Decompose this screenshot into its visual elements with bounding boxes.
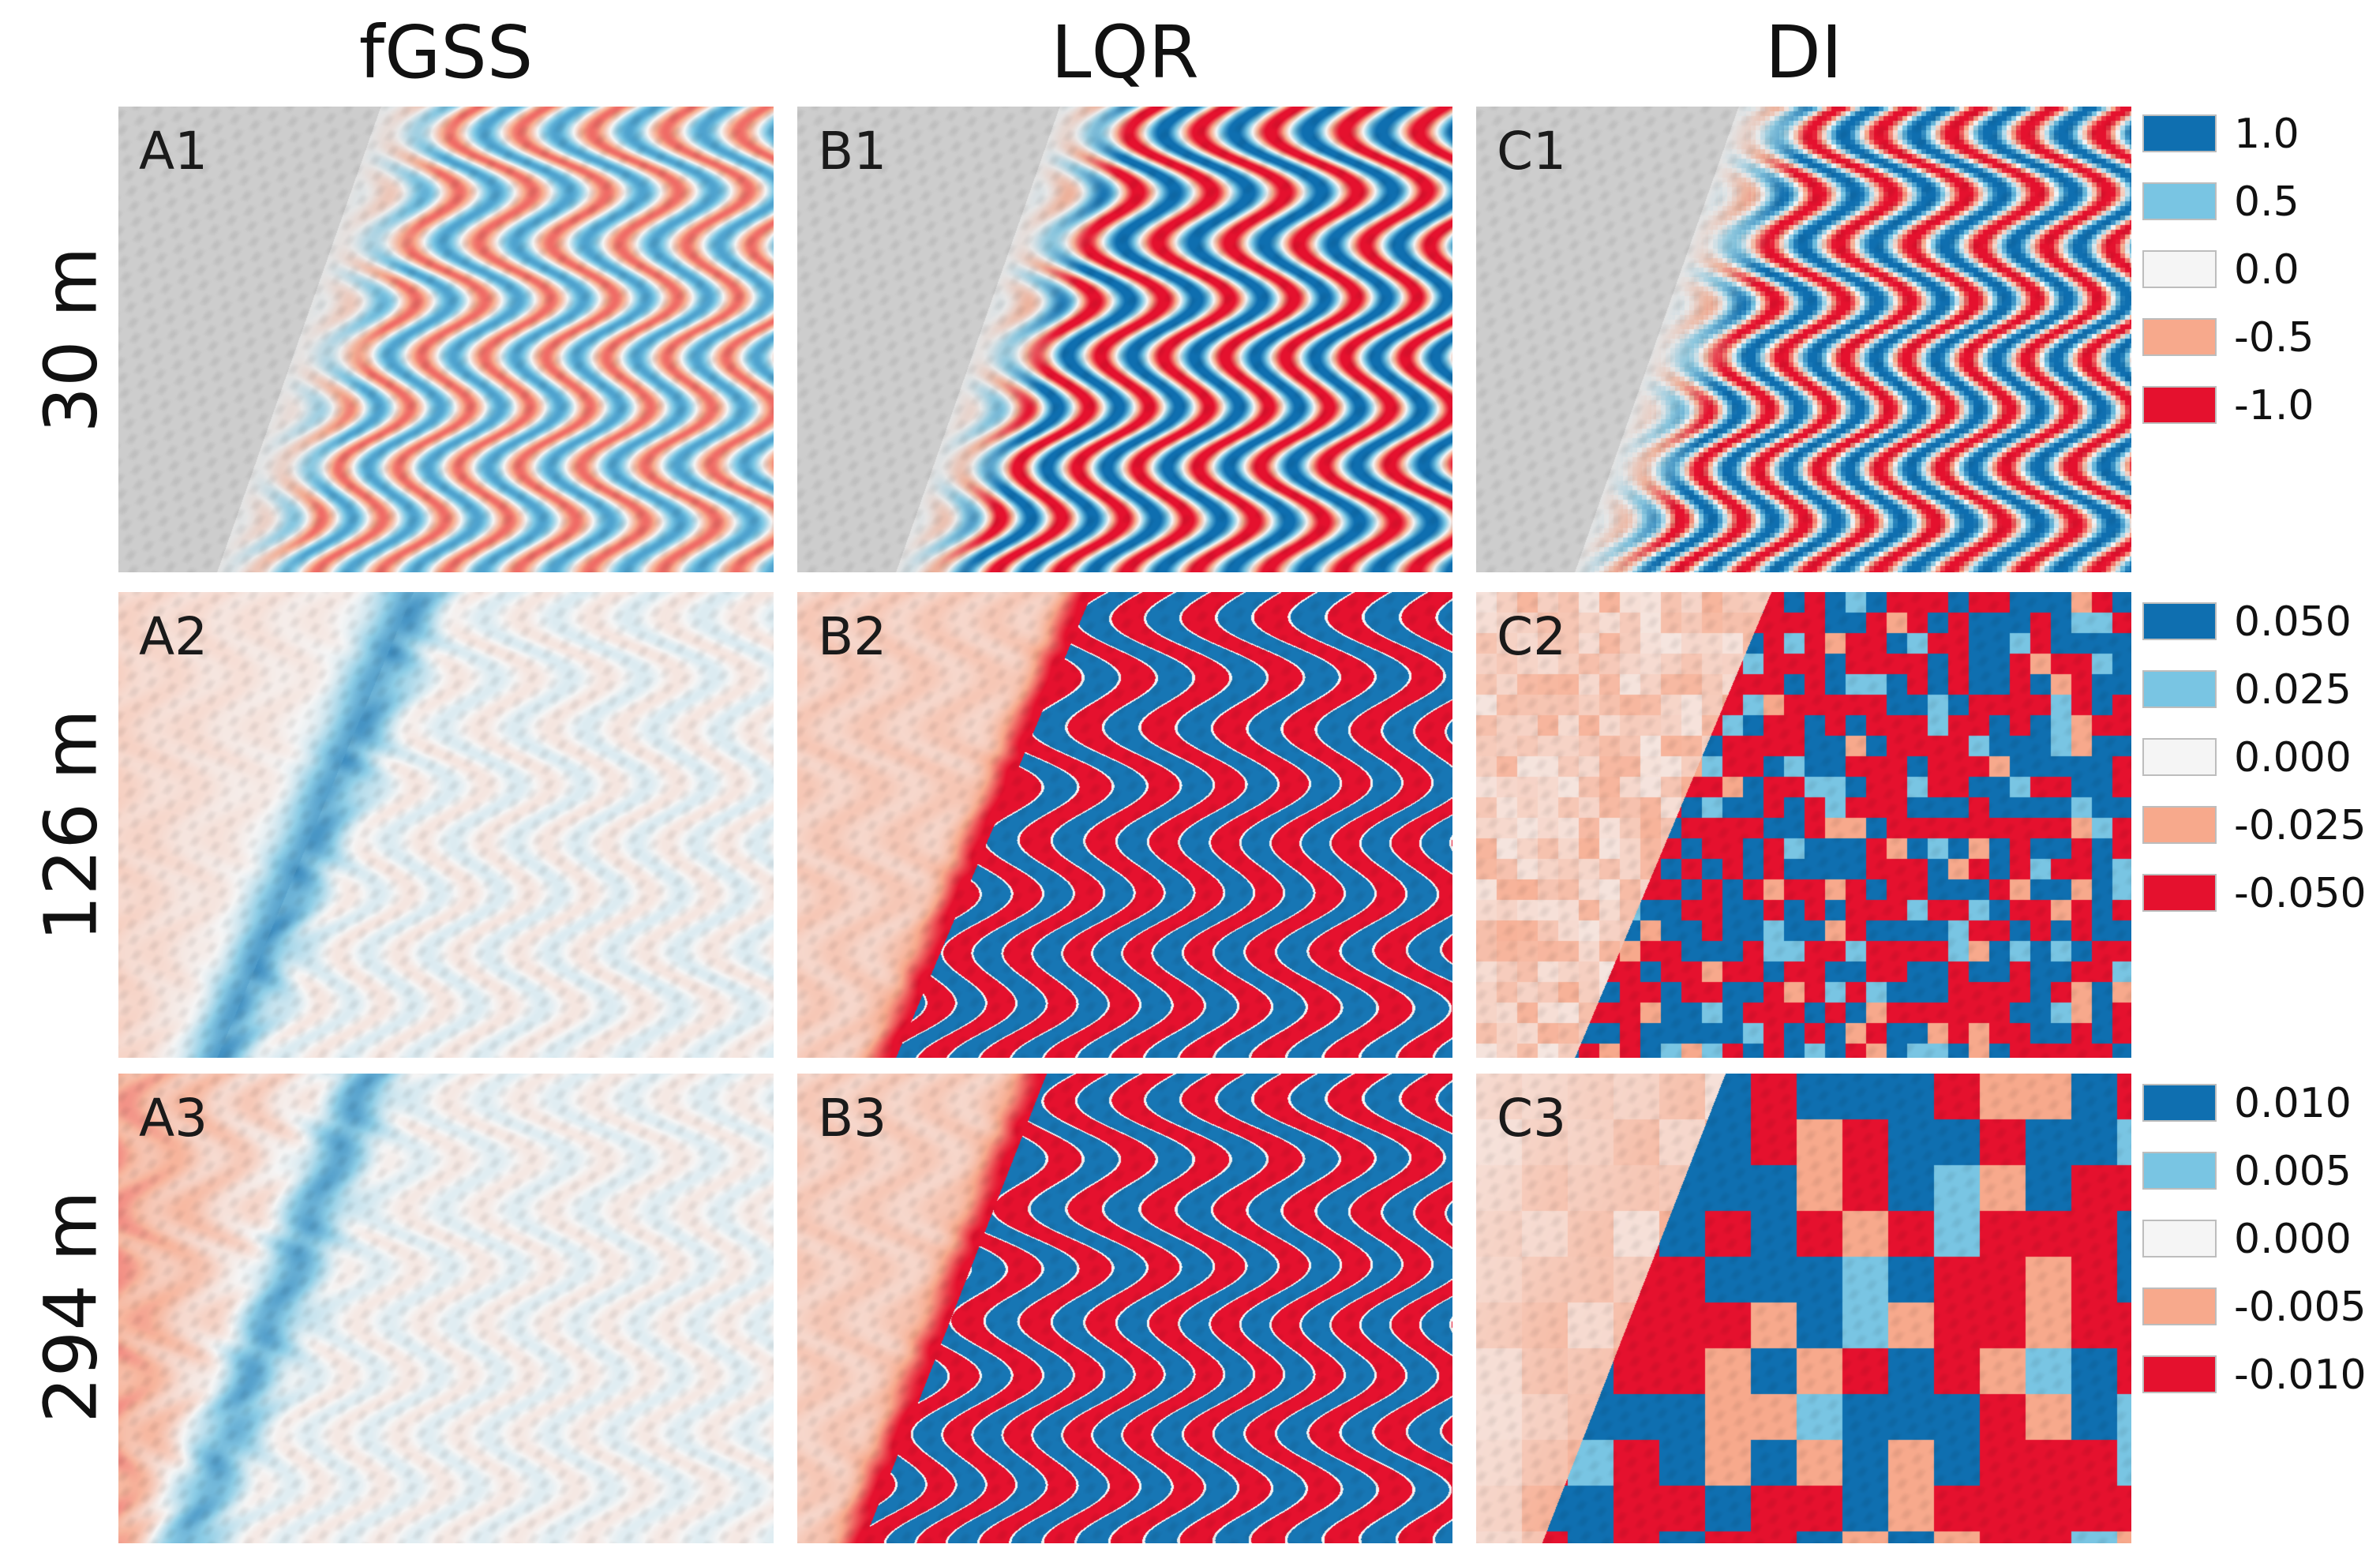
map-panel-c3: C3 xyxy=(1476,1074,2131,1543)
row-title-30m: 30 m xyxy=(24,107,118,572)
map-canvas xyxy=(797,1074,1452,1543)
legend-swatch xyxy=(2142,738,2217,776)
legend-label: -0.025 xyxy=(2234,802,2367,849)
legend-294m: 0.010 0.005 0.000 -0.005 -0.010 xyxy=(2142,1080,2379,1399)
map-panel-b3: B3 xyxy=(797,1074,1452,1543)
legend-swatch xyxy=(2142,1355,2217,1393)
panel-label: A1 xyxy=(139,121,208,182)
legend-item: -0.025 xyxy=(2142,802,2379,849)
row-title-text: 30 m xyxy=(28,246,114,433)
panel-label: C2 xyxy=(1497,606,1567,667)
legend-label: -0.005 xyxy=(2234,1284,2367,1331)
legend-swatch xyxy=(2142,182,2217,220)
legend-swatch xyxy=(2142,250,2217,288)
panel-label: C1 xyxy=(1497,121,1567,182)
map-panel-b1: B1 xyxy=(797,107,1452,572)
map-panel-a2: A2 xyxy=(118,592,774,1058)
panel-label: A3 xyxy=(139,1088,208,1149)
legend-30m: 1.0 0.5 0.0 -0.5 -1.0 xyxy=(2142,111,2379,429)
legend-item: 0.000 xyxy=(2142,1216,2379,1263)
legend-item: 0.005 xyxy=(2142,1148,2379,1195)
legend-126m: 0.050 0.025 0.000 -0.025 -0.050 xyxy=(2142,598,2379,917)
legend-label: -1.0 xyxy=(2234,382,2314,429)
legend-label: 0.000 xyxy=(2234,1216,2352,1263)
legend-item: -0.050 xyxy=(2142,870,2379,917)
legend-label: 0.050 xyxy=(2234,598,2352,646)
legend-swatch xyxy=(2142,1220,2217,1258)
row-title-294m: 294 m xyxy=(24,1074,118,1539)
legend-item: 0.010 xyxy=(2142,1080,2379,1127)
map-canvas xyxy=(1476,107,2131,572)
map-panel-a3: A3 xyxy=(118,1074,774,1543)
legend-item: 0.0 xyxy=(2142,246,2379,294)
column-title-di: DI xyxy=(1765,10,1842,95)
map-canvas xyxy=(1476,1074,2131,1543)
legend-swatch xyxy=(2142,1152,2217,1190)
map-canvas xyxy=(797,107,1452,572)
legend-item: 0.5 xyxy=(2142,178,2379,226)
legend-label: 1.0 xyxy=(2234,111,2299,158)
legend-label: 0.025 xyxy=(2234,666,2352,714)
panel-label: C3 xyxy=(1497,1088,1567,1149)
legend-swatch xyxy=(2142,1288,2217,1325)
map-panel-a1: A1 xyxy=(118,107,774,572)
row-title-text: 126 m xyxy=(28,708,114,942)
legend-label: 0.0 xyxy=(2234,246,2299,294)
row-title-text: 294 m xyxy=(28,1190,114,1423)
legend-item: -0.005 xyxy=(2142,1284,2379,1331)
map-panel-b2: B2 xyxy=(797,592,1452,1058)
column-title-fgss: fGSS xyxy=(358,10,534,95)
legend-item: 0.025 xyxy=(2142,666,2379,714)
legend-label: 0.5 xyxy=(2234,178,2299,226)
legend-item: 0.000 xyxy=(2142,734,2379,782)
map-panel-c2: C2 xyxy=(1476,592,2131,1058)
map-canvas xyxy=(118,592,774,1058)
legend-swatch xyxy=(2142,318,2217,356)
legend-item: -1.0 xyxy=(2142,382,2379,429)
legend-item: -0.010 xyxy=(2142,1351,2379,1399)
map-canvas xyxy=(118,107,774,572)
column-title-lqr: LQR xyxy=(1051,10,1199,95)
row-title-126m: 126 m xyxy=(24,592,118,1058)
panel-label: B2 xyxy=(818,606,887,667)
legend-swatch xyxy=(2142,874,2217,912)
legend-swatch xyxy=(2142,670,2217,708)
panel-label: B3 xyxy=(818,1088,887,1149)
legend-label: 0.010 xyxy=(2234,1080,2352,1127)
legend-label: -0.5 xyxy=(2234,314,2314,362)
legend-swatch xyxy=(2142,386,2217,424)
map-canvas xyxy=(797,592,1452,1058)
legend-label: -0.050 xyxy=(2234,870,2367,917)
panel-label: A2 xyxy=(139,606,208,667)
legend-item: -0.5 xyxy=(2142,314,2379,362)
legend-item: 1.0 xyxy=(2142,111,2379,158)
panel-label: B1 xyxy=(818,121,887,182)
map-panel-c1: C1 xyxy=(1476,107,2131,572)
legend-label: 0.005 xyxy=(2234,1148,2352,1195)
map-canvas xyxy=(118,1074,774,1543)
legend-label: -0.010 xyxy=(2234,1351,2367,1399)
legend-swatch xyxy=(2142,114,2217,152)
legend-swatch xyxy=(2142,602,2217,640)
legend-item: 0.050 xyxy=(2142,598,2379,646)
map-canvas xyxy=(1476,592,2131,1058)
legend-swatch xyxy=(2142,806,2217,844)
legend-label: 0.000 xyxy=(2234,734,2352,782)
legend-swatch xyxy=(2142,1084,2217,1122)
